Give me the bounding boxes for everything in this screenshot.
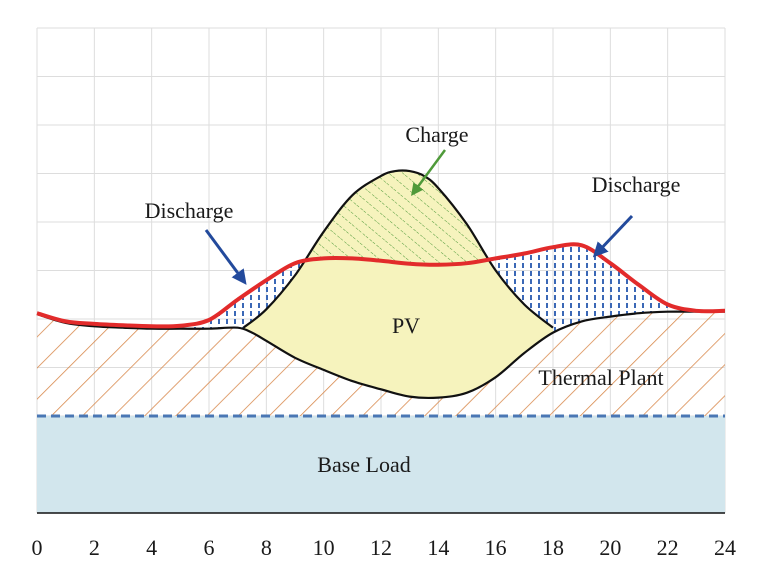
pv-line	[242, 169, 554, 329]
x-tick-label: 14	[427, 535, 449, 560]
thermal-plant-label: Thermal Plant	[538, 365, 663, 390]
x-tick-label: 22	[657, 535, 679, 560]
x-tick-label: 24	[714, 535, 736, 560]
demand-line	[36, 242, 726, 329]
x-tick-label: 4	[146, 535, 157, 560]
x-tick-label: 18	[542, 535, 564, 560]
discharge-right-label: Discharge	[592, 172, 681, 197]
x-tick-label: 2	[89, 535, 100, 560]
x-tick-label: 20	[599, 535, 621, 560]
charge-arrow	[411, 149, 447, 197]
base-load-label: Base Load	[317, 452, 410, 477]
thermal-plant-area	[37, 311, 725, 416]
x-tick-label: 0	[32, 535, 43, 560]
discharge-area	[188, 245, 685, 333]
x-tick-label: 12	[370, 535, 392, 560]
x-tick-label: 8	[261, 535, 272, 560]
x-tick-labels: 0 2 4 6 8 10 12 14 16 18 20 22 24	[32, 535, 737, 560]
charge-area	[303, 171, 502, 265]
pv-label: PV	[392, 313, 420, 338]
x-tick-label: 6	[204, 535, 215, 560]
discharge-left-arrow	[204, 229, 247, 285]
thermal-plant-line	[36, 310, 725, 400]
pv-area	[243, 171, 553, 398]
x-tick-label: 10	[313, 535, 335, 560]
x-tick-label: 16	[485, 535, 507, 560]
discharge-left-label: Discharge	[145, 198, 234, 223]
discharge-right-arrow	[592, 214, 634, 258]
charge-label: Charge	[405, 122, 468, 147]
base-load-area	[37, 416, 725, 513]
